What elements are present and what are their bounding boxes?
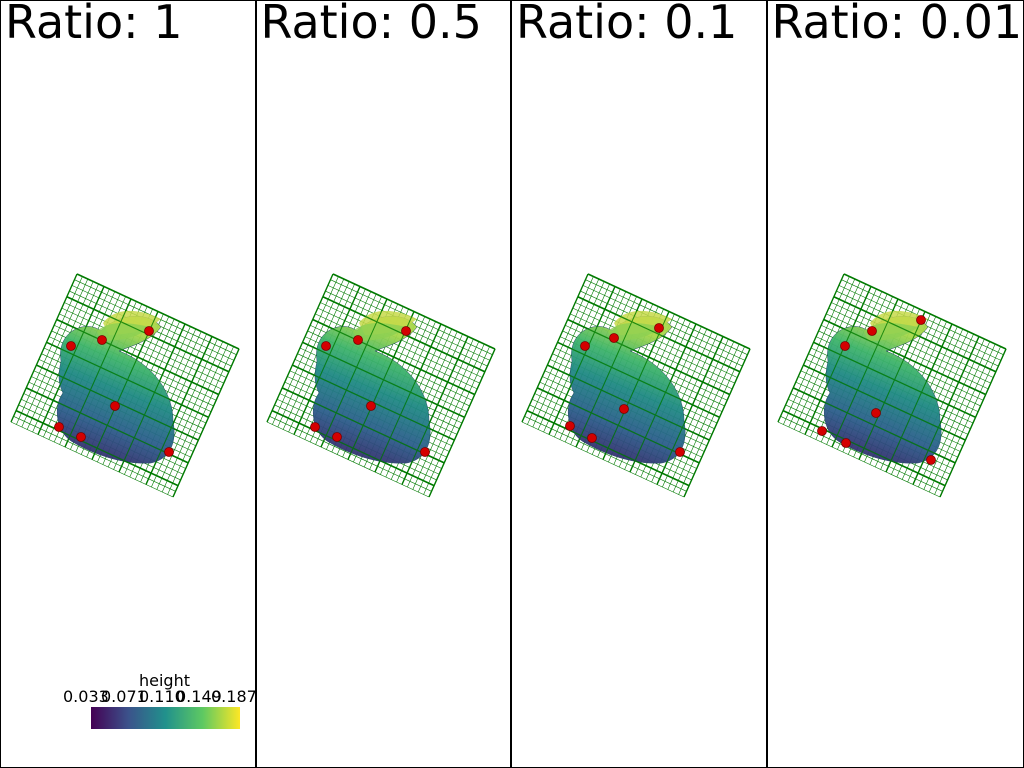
sample-point	[816, 426, 827, 436]
bunny-scene	[265, 273, 496, 498]
wireframe-grid-front	[526, 286, 751, 498]
viewport-ratio-1[interactable]: Ratio: 1 height 0.033 0.071 0.110 0.149 …	[1, 1, 257, 767]
sample-point	[619, 404, 629, 414]
scalar-bar-tick: 0.033	[63, 687, 109, 706]
sample-point	[331, 432, 342, 442]
sample-point	[565, 421, 575, 431]
sample-point	[419, 447, 430, 457]
sample-point	[866, 326, 877, 336]
viewport-ratio-0-5[interactable]: Ratio: 0.5	[257, 1, 512, 767]
bunny-scene	[776, 273, 1007, 498]
sample-points	[309, 326, 430, 457]
sample-point	[76, 432, 86, 442]
scalar-bar-tick: 0.149	[176, 687, 222, 706]
sample-points	[565, 323, 685, 457]
bunny-mesh	[312, 310, 430, 464]
sample-point	[675, 447, 685, 457]
sample-point	[97, 335, 107, 345]
sample-points	[816, 315, 936, 465]
sample-point	[609, 333, 619, 343]
scalar-bar-ticks: 0.033 0.071 0.110 0.149 0.187	[61, 687, 257, 706]
sample-point	[840, 438, 851, 448]
sample-point	[66, 341, 76, 351]
viewport-ratio-0-1[interactable]: Ratio: 0.1	[512, 1, 768, 767]
sample-point	[400, 326, 411, 336]
sample-point	[587, 433, 597, 443]
panel-title: Ratio: 0.5	[260, 1, 482, 49]
sample-point	[915, 315, 926, 325]
wireframe-grid-front	[15, 286, 240, 498]
sample-point	[365, 401, 376, 411]
wireframe-grid-front	[271, 286, 495, 498]
sample-point	[164, 447, 174, 457]
panel-title: Ratio: 0.01	[771, 1, 1023, 49]
sample-point	[309, 422, 320, 432]
sample-point	[925, 455, 936, 465]
scalar-bar-tick: 0.187	[211, 687, 257, 706]
viewport-ratio-0-01[interactable]: Ratio: 0.01	[768, 1, 1024, 767]
sample-point	[144, 326, 154, 336]
sample-point	[870, 408, 881, 418]
scalar-bar-gradient	[91, 707, 240, 729]
sample-point	[580, 341, 590, 351]
sample-point	[839, 341, 850, 351]
sample-point	[654, 323, 664, 333]
wireframe-grid-front	[782, 286, 1006, 498]
sample-point	[320, 341, 331, 351]
sample-point	[54, 422, 64, 432]
panel-title: Ratio: 0.1	[516, 1, 738, 49]
sample-point	[110, 401, 120, 411]
scalar-bar-title: height	[139, 671, 190, 690]
panel-title: Ratio: 1	[5, 1, 183, 49]
scalar-bar-tick: 0.071	[101, 687, 147, 706]
sample-points	[54, 326, 174, 457]
scalar-bar: height 0.033 0.071 0.110 0.149 0.187	[61, 669, 255, 733]
scalar-bar-tick: 0.110	[139, 687, 185, 706]
sample-point	[352, 335, 363, 345]
bunny-scene	[10, 273, 240, 498]
bunny-scene	[521, 273, 751, 498]
